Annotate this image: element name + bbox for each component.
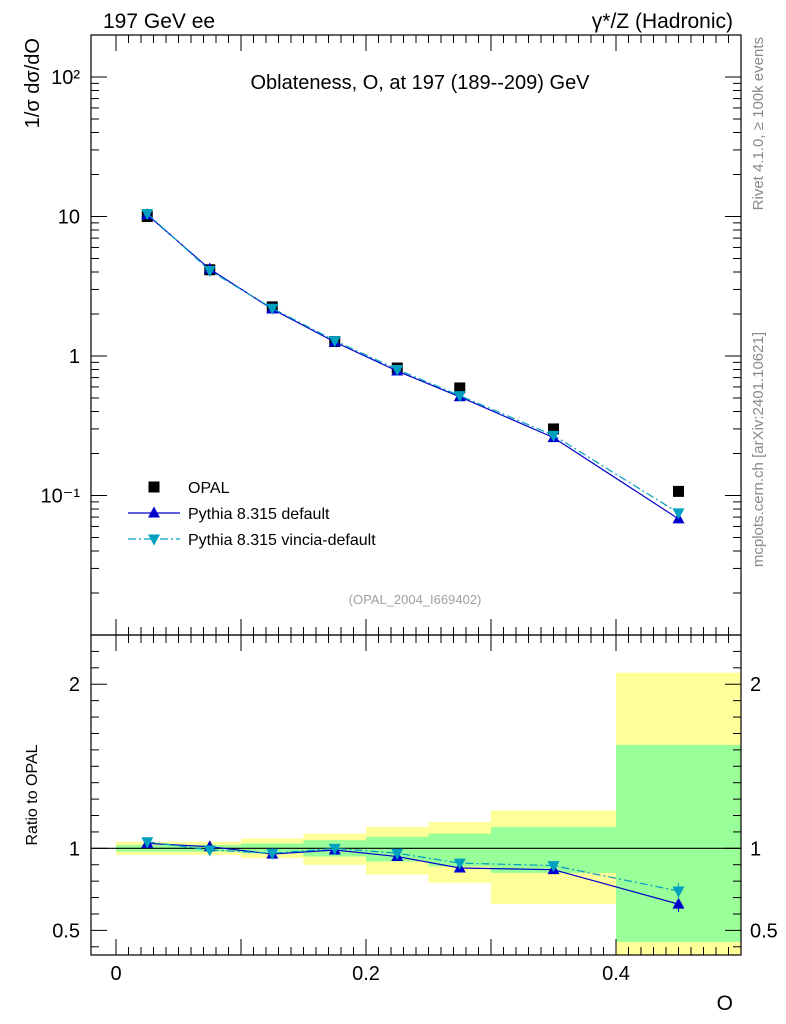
legend-marker [148,506,160,518]
x-axis-label: O [717,992,733,1015]
legend-label: Pythia 8.315 vincia-default [188,532,376,549]
y-tick-label-right: 0.5 [750,920,778,942]
main-pythia-8-315-vincia-default-point [547,430,560,442]
x-tick-label: 0.4 [602,963,630,985]
ratio-pythia-8-315-vincia-default-line [147,841,679,892]
y-tick-label: 1 [69,838,80,860]
ratio-pythia-8-315-default-line [147,842,679,905]
ratio-band-inner [616,744,741,942]
ratio-pythia-8-315-default-point [672,897,685,909]
main-opal-point [548,423,559,435]
main-pythia-8-315-vincia-default-point [672,508,685,520]
main-pythia-8-315-vincia-default-point [266,303,279,315]
main-y-label: 1/σ dσ/dO [22,38,44,128]
header-right: γ*/Z (Hadronic) [592,10,733,33]
y-tick-label-right: 1 [750,838,761,860]
legend-label: OPAL [188,480,230,497]
main-pythia-8-315-vincia-default-point [328,336,341,348]
y-tick-label: 2 [69,674,80,696]
legend-marker [148,481,160,493]
main-pythia-8-315-vincia-default-point [141,209,154,221]
ratio-panel: 0 0.2 0.4 0.5 0.5 1 1 2 2 Ratio to OPAL O [24,634,778,1015]
ratio-y-label: Ratio to OPAL [24,744,41,845]
ratio-pythia-8-315-vincia-default-point [266,848,279,860]
main-pythia-8-315-vincia-default-point [203,266,216,278]
ratio-pythia-8-315-vincia-default-point [672,886,685,898]
y-tick-label: 10 [58,206,80,228]
main-pythia-8-315-vincia-default-point [391,365,404,377]
legend-label: Pythia 8.315 default [188,506,330,523]
analysis-id: (OPAL_2004_I669402) [349,592,482,607]
ratio-series [141,836,685,913]
main-pythia-8-315-vincia-default-point [453,391,466,403]
ratio-pythia-8-315-vincia-default-point [203,845,216,857]
x-tick-label: 0.2 [352,963,380,985]
mcplots-label: mcplots.cern.ch [arXiv:2401.10621] [750,332,767,567]
main-pythia-8-315-default-line [146,214,679,520]
main-x-ticks [115,35,742,635]
y-tick-label: 10² [51,67,80,89]
main-y-ticks: 10² 10 1 10⁻¹ [41,34,741,636]
ratio-pythia-8-315-vincia-default-point [453,858,466,870]
ratio-bands [91,672,741,955]
ratio-pythia-8-315-vincia-default-point [547,861,560,873]
legend: OPAL Pythia 8.315 default Pythia 8.315 vin… [128,480,376,549]
y-tick-label: 10⁻¹ [41,485,81,507]
plot-title: Oblateness, O, at 197 (189--209) GeV [250,72,590,94]
header-left: 197 GeV ee [103,10,215,33]
ratio-pythia-8-315-vincia-default-point [328,843,341,855]
y-tick-label-right: 2 [750,674,761,696]
main-opal-point [673,485,684,497]
ratio-pythia-8-315-vincia-default-point [391,848,404,860]
ratio-ticks: 0 0.2 0.4 0.5 0.5 1 1 2 2 [52,635,778,985]
main-series [141,208,685,524]
main-panel: 10² 10 1 10⁻¹ Oblateness, O, at 197 (189--2… [22,34,742,636]
ratio-pythia-8-315-vincia-default-point [141,837,154,849]
x-tick-label: 0 [110,963,121,985]
legend-marker [148,534,160,546]
main-opal-point [454,382,466,394]
y-tick-label: 1 [69,346,80,368]
main-pythia-8-315-vincia-default-line [146,213,679,514]
y-tick-label: 0.5 [52,920,80,942]
rivet-label: Rivet 4.1.0, ≥ 100k events [750,37,767,210]
